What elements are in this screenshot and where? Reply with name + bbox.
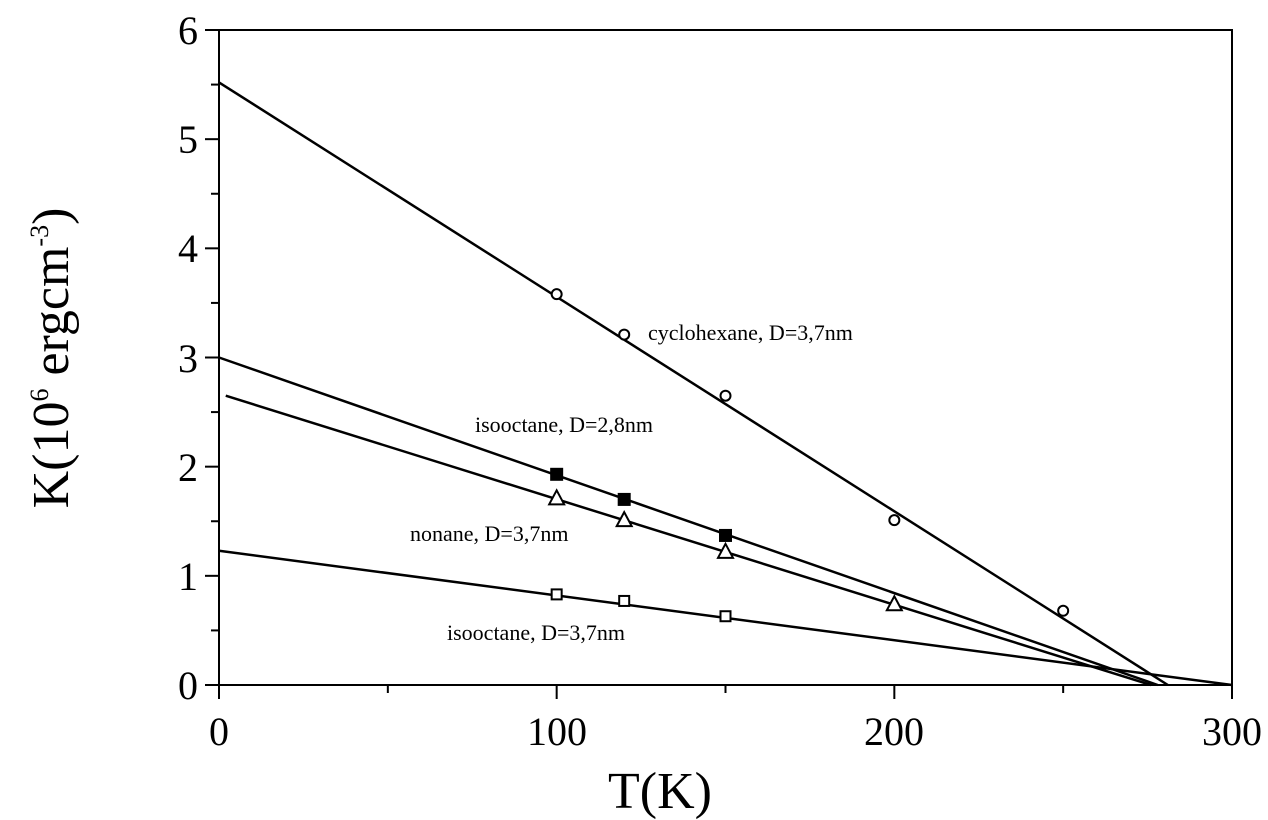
data-point <box>550 288 563 301</box>
x-tick-label: 300 <box>1202 709 1262 754</box>
y-axis-title-exp2: -3 <box>25 225 54 247</box>
y-axis-title-unit: ergcm <box>23 247 80 389</box>
data-point <box>615 510 634 528</box>
fit-line <box>225 394 1152 687</box>
annotation-isooctane-2-8nm: isooctane, D=2,8nm <box>475 412 653 437</box>
y-tick-label: 3 <box>178 336 198 381</box>
y-axis-title-main: K(10 <box>23 402 80 509</box>
data-point <box>618 594 631 607</box>
data-point <box>550 588 563 601</box>
data-point <box>716 541 735 559</box>
data-point <box>719 389 732 402</box>
y-tick-label: 1 <box>178 554 198 599</box>
data-point <box>547 488 566 506</box>
y-tick-label: 4 <box>178 226 198 271</box>
y-axis-title-close: ) <box>23 208 80 225</box>
x-tick-label: 200 <box>864 709 924 754</box>
y-tick-label: 6 <box>178 8 198 53</box>
data-point <box>885 594 904 612</box>
x-tick-label: 100 <box>527 709 587 754</box>
data-point <box>618 328 631 341</box>
x-axis-title: T(K) <box>608 763 712 820</box>
fit-line <box>218 356 1159 687</box>
annotation-cyclohexane: cyclohexane, D=3,7nm <box>648 320 853 345</box>
y-tick-label: 0 <box>178 663 198 708</box>
data-point <box>1057 604 1070 617</box>
fit-lines <box>218 81 1233 687</box>
y-axis-title: K(106 ergcm-3) <box>23 208 80 509</box>
data-point <box>617 492 631 506</box>
y-tick-label: 2 <box>178 445 198 490</box>
annotation-nonane: nonane, D=3,7nm <box>410 521 568 546</box>
data-markers <box>547 288 1070 623</box>
annotation-isooctane-3-7nm: isooctane, D=3,7nm <box>447 620 625 645</box>
data-point <box>550 467 564 481</box>
fit-line <box>218 81 1169 687</box>
axis-ticks <box>205 29 1233 699</box>
data-point <box>888 514 901 527</box>
plot-frame <box>218 29 1233 686</box>
x-tick-label: 0 <box>209 709 229 754</box>
data-point <box>719 610 732 623</box>
y-axis-title-exp1: 6 <box>25 389 54 402</box>
y-tick-label: 5 <box>178 117 198 162</box>
data-point <box>719 528 732 542</box>
